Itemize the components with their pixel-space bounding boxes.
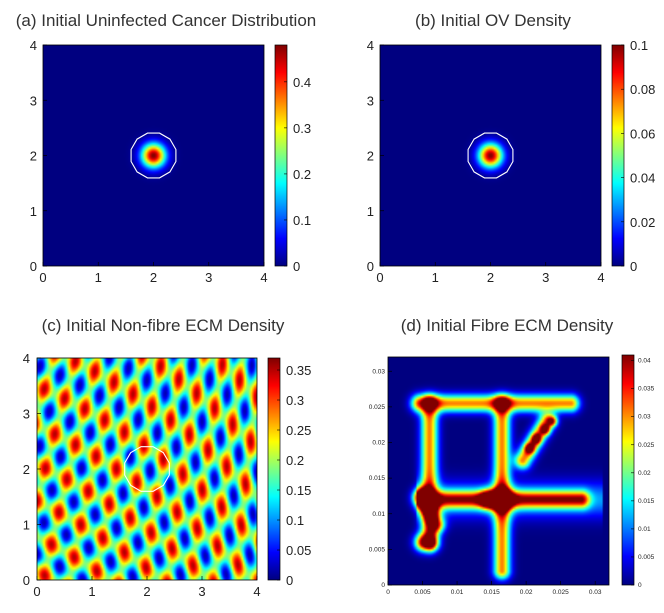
x-tick-label: 1 [432, 270, 439, 285]
colorbar-tick-label: 0.005 [638, 554, 655, 561]
x-tick-label: 4 [597, 270, 604, 285]
colorbar-tick-label: 0.2 [293, 167, 311, 182]
y-tick-label: 0 [30, 259, 37, 274]
plot-frame [387, 356, 610, 586]
y-tick-label: 0 [367, 259, 374, 274]
colorbar-tick-label: 0.4 [293, 75, 311, 90]
colorbar-tick-label: 0.01 [638, 526, 651, 533]
colorbar-tick-label: 0.1 [293, 213, 311, 228]
colorbar-tick-label: 0.15 [286, 483, 311, 498]
colorbar-tick-label: 0 [293, 259, 300, 274]
y-tick-label: 0.01 [372, 511, 385, 518]
y-tick-label: 0.03 [372, 368, 385, 375]
y-tick-label: 2 [367, 149, 374, 164]
colorbar-tick-label: 0.06 [630, 126, 655, 141]
colorbar-tick-label: 0.3 [286, 393, 304, 408]
panel-a: 0 1 2 3 4 0 1 2 3 4 0 0.1 0.2 0.3 0.4 [30, 38, 311, 285]
colorbar-tick-label: 0.015 [638, 498, 655, 505]
colorbar-tick-label: 0.025 [638, 442, 655, 449]
y-tick-label: 1 [367, 204, 374, 219]
colorbar-gradient [275, 45, 287, 266]
panel-c: 0 1 2 3 4 0 1 2 3 4 0 0.05 0.1 0.15 0.2 0.25 0.3 0.35 [23, 351, 312, 599]
panel-a-title: (a) Initial Uninfected Cancer Distributi… [16, 11, 316, 30]
panel-b-title: (b) Initial OV Density [415, 11, 571, 30]
colorbar-tick-label: 0.03 [638, 414, 651, 421]
x-tick-label: 4 [260, 270, 267, 285]
y-tick-label: 3 [30, 93, 37, 108]
x-tick-label: 1 [95, 270, 102, 285]
x-tick-label: 0 [386, 589, 390, 596]
colorbar-gradient [622, 355, 634, 585]
colorbar-gradient [612, 45, 624, 266]
y-tick-label: 4 [23, 351, 30, 366]
y-tick-label: 2 [30, 149, 37, 164]
panel-d-title: (d) Initial Fibre ECM Density [401, 316, 614, 335]
heatmap-image [380, 45, 601, 266]
x-tick-label: 0.015 [483, 589, 500, 596]
x-tick-label: 0.03 [589, 589, 602, 596]
y-tick-label: 2 [23, 462, 30, 477]
y-tick-label: 0.005 [369, 546, 386, 553]
y-tick-label: 4 [30, 38, 37, 53]
panel-c-title: (c) Initial Non-fibre ECM Density [42, 316, 285, 335]
colorbar-tick-label: 0.3 [293, 121, 311, 136]
y-tick-label: 0.015 [369, 475, 386, 482]
heatmap-image [37, 358, 257, 580]
y-tick-label: 0.025 [369, 404, 386, 411]
y-tick-label: 3 [367, 93, 374, 108]
x-tick-label: 0.01 [451, 589, 464, 596]
x-tick-label: 0 [39, 270, 46, 285]
panel-d: 0 0.005 0.01 0.015 0.02 0.025 0.03 0 0.005 0.01 0.… [369, 354, 655, 596]
y-tick-label: 4 [367, 38, 374, 53]
colorbar-tick-label: 0.04 [638, 358, 651, 365]
colorbar-tick-label: 0 [638, 582, 642, 589]
x-tick-label: 2 [487, 270, 494, 285]
colorbar-tick-label: 0.02 [630, 215, 655, 230]
x-tick-label: 1 [88, 584, 95, 599]
y-tick-label: 3 [23, 407, 30, 422]
colorbar-tick-label: 0.35 [286, 363, 311, 378]
panel-b: 0 1 2 3 4 0 1 2 3 4 0 0.02 0.04 0.06 0.08 0.1 [367, 38, 656, 285]
x-tick-label: 3 [198, 584, 205, 599]
x-tick-label: 2 [143, 584, 150, 599]
boundary-circle [124, 446, 170, 492]
x-tick-label: 0.025 [553, 589, 570, 596]
colorbar-tick-label: 0.08 [630, 82, 655, 97]
colorbar-tick-label: 0.05 [286, 543, 311, 558]
y-tick-label: 1 [23, 518, 30, 533]
x-tick-label: 2 [150, 270, 157, 285]
colorbar-frame [274, 44, 288, 267]
boundary-circle [467, 132, 514, 179]
x-tick-label: 0.005 [414, 589, 431, 596]
x-tick-label: 0 [33, 584, 40, 599]
colorbar-tick-label: 0.035 [638, 386, 655, 393]
x-tick-label: 0.02 [520, 589, 533, 596]
colorbar-frame [267, 357, 281, 581]
colorbar-frame [621, 354, 635, 586]
x-tick-label: 4 [253, 584, 260, 599]
colorbar-tick-label: 0.1 [286, 513, 304, 528]
x-tick-label: 3 [542, 270, 549, 285]
colorbar-frame [611, 44, 625, 267]
y-tick-label: 1 [30, 204, 37, 219]
colorbar-gradient [268, 358, 280, 580]
colorbar-tick-label: 0.02 [638, 470, 651, 477]
heatmap-image [388, 357, 609, 585]
y-tick-label: 0 [381, 582, 385, 589]
colorbar-tick-label: 0 [630, 259, 637, 274]
y-tick-label: 0.02 [372, 440, 385, 447]
heatmap-image [43, 45, 264, 266]
colorbar-tick-label: 0 [286, 573, 293, 588]
y-tick-label: 0 [23, 573, 30, 588]
colorbar-tick-label: 0.1 [630, 38, 648, 53]
colorbar-tick-label: 0.04 [630, 171, 655, 186]
x-tick-label: 3 [205, 270, 212, 285]
boundary-circle [130, 132, 177, 179]
x-tick-label: 0 [376, 270, 383, 285]
colorbar-tick-label: 0.25 [286, 423, 311, 438]
colorbar-tick-label: 0.2 [286, 453, 304, 468]
